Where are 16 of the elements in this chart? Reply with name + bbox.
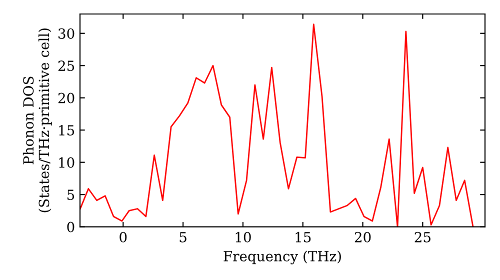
y-axis-title: Phonon DOS (States/THz·primitive cell) — [22, 28, 52, 212]
x-axis-title: Frequency (THz) — [224, 250, 341, 264]
y-tick-label: 5 — [67, 190, 74, 200]
x-tick-label: 20 — [354, 232, 371, 242]
x-tick-label: 25 — [414, 232, 430, 242]
y-tick-label: 30 — [58, 28, 74, 39]
x-tick-label: 0 — [120, 232, 127, 242]
line-series — [80, 24, 474, 227]
y-tick-label: 0 — [67, 222, 74, 232]
x-tick-label: 5 — [180, 232, 186, 242]
y-tick-label: 20 — [58, 92, 74, 104]
x-tick-label: 10 — [236, 232, 251, 242]
y-tick-label: 10 — [59, 157, 74, 168]
y-tick-label: 25 — [58, 60, 74, 72]
y-tick-label: 15 — [59, 125, 74, 136]
x-tick-label: 15 — [296, 232, 311, 242]
